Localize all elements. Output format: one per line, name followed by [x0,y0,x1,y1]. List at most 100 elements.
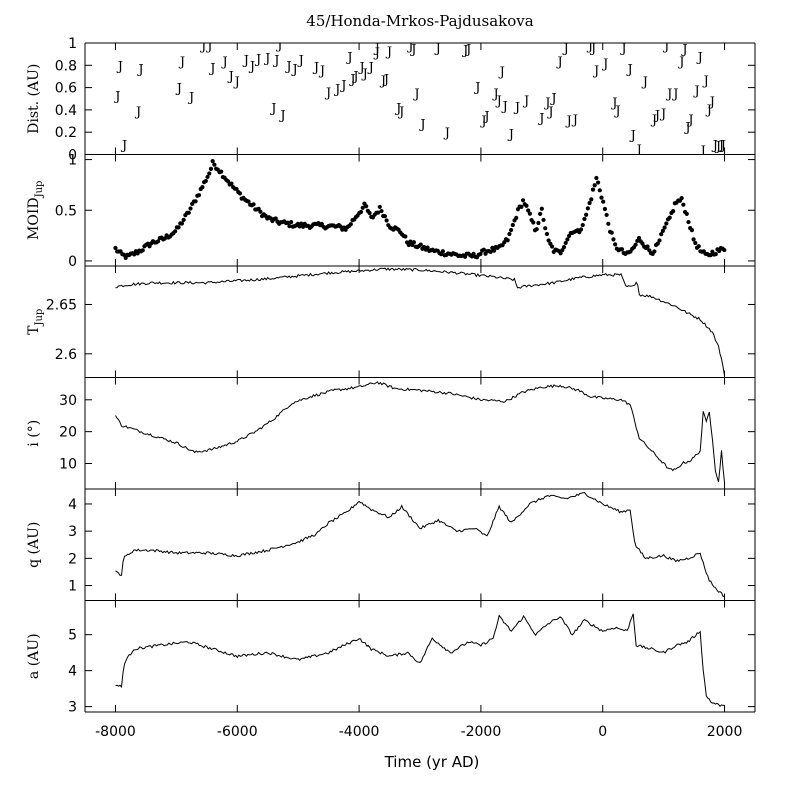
y-tick-label: 3 [68,700,77,716]
y-tick-label: 2 [68,551,77,567]
data-point-j: J [278,108,285,123]
chart-title: 45/Honda-Mrkos-Pajdusakova [306,12,533,30]
x-tick-label: -2000 [461,724,502,740]
data-point-j: J [677,55,684,70]
data-point [418,242,423,247]
data-point [173,229,178,234]
data-point [520,198,526,203]
data-point [208,166,214,171]
data-point-j: J [269,102,276,117]
data-series-line [115,381,725,483]
data-point [379,208,384,214]
data-point [587,200,592,206]
data-point-j: J [348,73,355,88]
data-point-j: J [406,39,413,54]
data-point [611,237,616,242]
y-tick-label: 2.65 [46,297,77,313]
data-point-j: J [492,87,499,102]
y-axis-label: MOIDJup [26,181,45,240]
data-point-j: J [498,65,505,80]
data-point [693,240,698,246]
data-point-j: J [653,108,660,123]
data-point-j: J [187,91,194,106]
data-point-j: J [373,46,380,61]
data-series-line [115,267,725,376]
data-point-j: J [626,63,633,78]
data-point-j: J [120,138,127,153]
data-point-j: J [592,64,599,79]
data-point-j: J [479,114,486,129]
data-point [207,171,212,176]
data-point [549,244,555,249]
data-point [408,239,413,244]
data-point [601,199,606,204]
data-point [582,216,587,222]
y-tick-label: 0.6 [55,81,77,97]
data-point-j: J [175,82,182,97]
x-tick-label: 0 [598,724,607,740]
data-point [561,245,567,250]
data-point [652,249,657,254]
x-tick-label: -6000 [217,724,258,740]
data-point [585,206,590,211]
data-point [212,162,217,167]
data-point-j: J [495,94,502,109]
y-axis-label: a (AU) [26,633,42,679]
data-point [636,235,642,241]
data-point-j: J [178,55,185,70]
data-point-j: J [635,143,642,158]
data-point [599,195,604,200]
data-point-j: J [324,86,331,101]
data-point-j: J [272,54,279,69]
y-tick-label: 30 [59,393,77,409]
data-point-j: J [385,45,392,60]
y-tick-label: 1 [68,36,77,52]
data-point-j: J [199,39,206,54]
data-point [519,204,524,209]
data-point [604,212,609,218]
data-point [509,227,514,233]
data-point [696,244,701,249]
data-point [633,242,638,247]
data-point-j: J [409,43,416,58]
data-point [595,180,601,185]
data-point [375,210,381,215]
data-point [531,220,536,225]
data-point-j: J [291,63,298,78]
data-point [237,191,243,196]
data-point [609,230,614,235]
data-point-j: J [345,50,352,65]
data-point-j: J [351,69,358,84]
panel-plot-area [115,267,725,376]
data-point-j: J [233,75,240,90]
data-point [488,249,493,254]
data-point [219,169,224,174]
data-point-j: J [208,62,215,77]
data-point [645,244,650,249]
data-point [229,181,234,186]
data-point [246,199,251,204]
data-point [667,215,672,220]
data-point [162,236,168,241]
data-point-j: J [705,103,712,118]
data-point [689,228,694,233]
data-point [462,254,468,259]
panel-a: 3 4 5 a (AU) [26,600,756,716]
data-point [382,214,388,219]
data-point-j: J [397,105,404,120]
data-point-j: J [379,74,386,89]
data-point-j: J [686,113,693,128]
y-tick-label: 10 [59,457,77,473]
data-point-j: J [601,57,608,72]
data-point [510,222,515,228]
data-point-j: J [284,59,291,74]
data-point-j: J [708,95,715,110]
data-point-j: J [565,114,572,129]
data-point-j: J [665,87,672,102]
data-point [196,193,202,198]
data-point [708,252,713,258]
data-point-j: J [461,44,468,59]
data-point-j: J [613,104,620,119]
